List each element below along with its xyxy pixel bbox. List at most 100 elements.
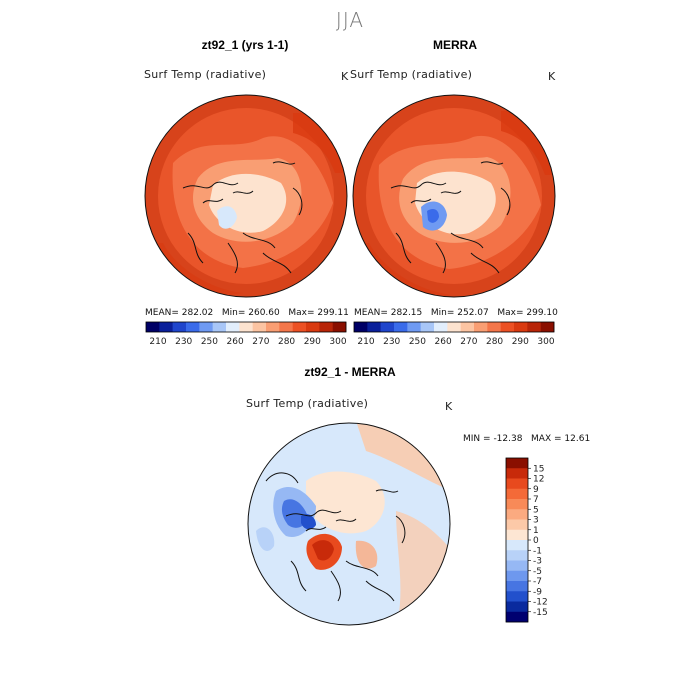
diff-min-value: -12.38 — [493, 434, 523, 444]
diff-colorbar-swatch — [506, 458, 528, 469]
obs-colorbar-frame — [353, 321, 555, 333]
model-colorbar: 210 230 250 260 270 280 290 300 — [145, 321, 347, 347]
obs-colorbar-tick-label: 300 — [537, 337, 554, 347]
obs-variable-label: Surf Temp (radiative) — [350, 68, 473, 81]
model-colorbar-swatch — [159, 322, 173, 332]
model-max-value: 299.11 — [317, 308, 349, 318]
obs-panel-title: MERRA — [433, 38, 477, 52]
diff-colorbar-swatch — [506, 499, 528, 510]
obs-max-label: Max= — [497, 308, 524, 318]
diff-colorbar-swatch — [506, 591, 528, 602]
diff-colorbar-tick-label: -9 — [533, 587, 542, 597]
obs-colorbar-tick-label: 270 — [460, 337, 477, 347]
diff-colorbar-tick-label: -1 — [533, 546, 542, 556]
obs-colorbar-swatch — [434, 322, 448, 332]
diff-colorbar-tick-label: 0 — [533, 536, 539, 546]
model-colorbar-swatch — [146, 322, 160, 332]
diff-colorbar-tick-label: 15 — [533, 464, 544, 474]
diff-map — [247, 422, 451, 626]
diff-colorbar-tick-label: 9 — [533, 485, 539, 495]
obs-colorbar-tick-label: 210 — [357, 337, 374, 347]
diff-colorbar-tick-label: -7 — [533, 577, 542, 587]
obs-colorbar: 210 230 250 260 270 280 290 300 — [353, 321, 555, 347]
obs-colorbar-swatch — [367, 322, 381, 332]
model-colorbar-tick-label: 280 — [278, 337, 295, 347]
obs-colorbar-swatch — [407, 322, 421, 332]
diff-variable-label: Surf Temp (radiative) — [246, 397, 369, 410]
model-max-label: Max= — [288, 308, 315, 318]
obs-stats: MEAN= 282.15 Min= 252.07 Max= 299.10 — [354, 308, 558, 318]
diff-max-value: 12.61 — [564, 434, 591, 444]
model-colorbar-swatch — [212, 322, 227, 332]
diff-colorbar-swatch — [506, 601, 528, 613]
diff-colorbar-swatch — [506, 488, 528, 500]
model-min-label: Min= — [221, 308, 246, 318]
model-colorbar-swatch — [292, 322, 307, 332]
model-colorbar-swatch — [266, 322, 280, 332]
obs-colorbar-swatch — [394, 322, 408, 332]
diff-min-label: MIN = — [463, 434, 491, 444]
obs-colorbar-tick-label: 260 — [435, 337, 452, 347]
model-panel-title: zt92_1 (yrs 1-1) — [201, 38, 289, 52]
obs-map — [352, 94, 556, 298]
diff-colorbar-swatch — [506, 570, 528, 582]
obs-colorbar-swatch — [474, 322, 488, 332]
model-stats: MEAN= 282.02 Min= 260.60 Max= 299.11 — [145, 308, 349, 318]
diff-colorbar-swatch — [506, 550, 528, 561]
diff-colorbar-tick-label: 7 — [533, 495, 539, 505]
obs-colorbar-swatch — [527, 322, 541, 332]
diff-colorbar-tick-label: 1 — [533, 526, 539, 536]
diff-colorbar-swatch — [506, 478, 528, 490]
obs-colorbar-swatch — [500, 322, 515, 332]
diff-unit-label: K — [445, 400, 453, 413]
model-colorbar-tick-label: 290 — [304, 337, 321, 347]
model-colorbar-swatch — [239, 322, 253, 332]
obs-colorbar-tick-label: 280 — [486, 337, 503, 347]
obs-colorbar-swatch — [420, 322, 435, 332]
diff-colorbar-swatch — [506, 581, 528, 592]
diff-colorbar-tick-label: -5 — [533, 567, 542, 577]
diff-colorbar-tick-label: 12 — [533, 475, 544, 485]
model-colorbar-swatch — [252, 322, 267, 332]
diff-colorbar-swatch — [506, 540, 528, 551]
model-variable-label: Surf Temp (radiative) — [144, 68, 267, 81]
obs-colorbar-tick-label: 250 — [409, 337, 426, 347]
model-colorbar-swatch — [226, 322, 240, 332]
model-colorbar-swatch — [279, 322, 293, 332]
model-colorbar-swatch — [332, 322, 347, 332]
model-colorbar-swatch — [319, 322, 333, 332]
season-title: JJA — [335, 8, 365, 32]
diff-stats: MIN = -12.38 MAX = 12.61 — [463, 434, 590, 444]
diff-colorbar-swatch — [506, 509, 528, 520]
model-colorbar-tick-label: 210 — [149, 337, 166, 347]
diff-colorbar-swatch — [506, 611, 528, 623]
model-map — [144, 94, 348, 298]
obs-colorbar-swatch — [540, 322, 555, 332]
model-mean-label: MEAN= — [145, 308, 179, 318]
diff-colorbar-swatch — [506, 529, 528, 541]
model-colorbar-swatch — [172, 322, 187, 332]
obs-colorbar-swatch — [460, 322, 475, 332]
model-colorbar-tick-label: 230 — [175, 337, 192, 347]
obs-min-value: 252.07 — [457, 308, 489, 318]
model-min-value: 260.60 — [248, 308, 280, 318]
diff-max-label: MAX = — [531, 434, 562, 444]
diff-colorbar-tick-label: -12 — [533, 598, 548, 608]
model-colorbar-tick-label: 260 — [227, 337, 244, 347]
model-mean-value: 282.02 — [181, 308, 214, 318]
diff-colorbar-tick-label: 5 — [533, 505, 539, 515]
obs-unit-label: K — [548, 70, 556, 83]
model-colorbar-swatch — [306, 322, 320, 332]
diff-colorbar-tick-label: -3 — [533, 557, 542, 567]
model-colorbar-swatch — [199, 322, 213, 332]
obs-colorbar-swatch — [354, 322, 368, 332]
obs-max-value: 299.10 — [526, 308, 558, 318]
obs-mean-label: MEAN= — [354, 308, 388, 318]
diff-colorbar-swatch — [506, 519, 528, 531]
obs-colorbar-tick-label: 290 — [512, 337, 529, 347]
diff-colorbar-tick-label: -15 — [533, 608, 548, 618]
diff-colorbar-tick-label: 3 — [533, 516, 539, 526]
diff-colorbar-swatch — [506, 468, 528, 479]
obs-colorbar-swatch — [514, 322, 528, 332]
